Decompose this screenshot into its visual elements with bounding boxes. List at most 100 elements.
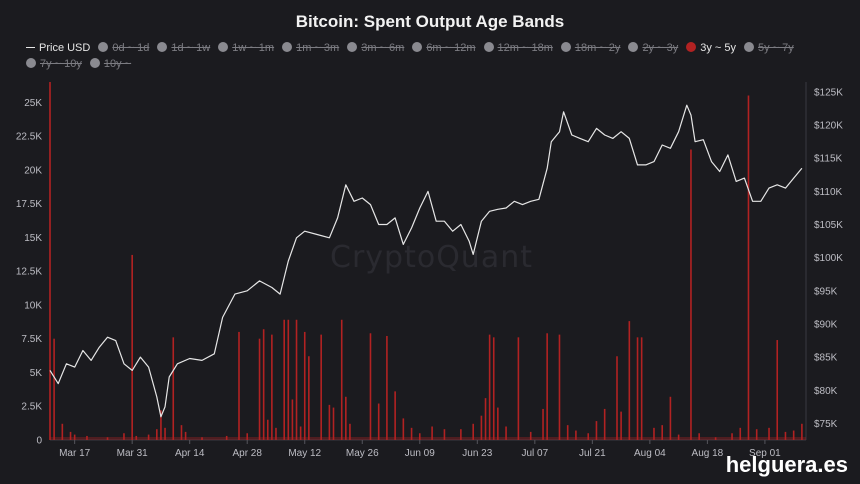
bar-83 — [776, 340, 779, 440]
x-tick-1: Mar 31 — [117, 448, 149, 459]
bar-30 — [299, 426, 302, 440]
bar-series-3y-5y — [49, 82, 806, 441]
bar-12 — [160, 410, 162, 440]
legend-item-3[interactable]: 1w ~ 1m — [218, 40, 274, 56]
bar-16 — [184, 431, 187, 440]
bar-52 — [488, 334, 491, 440]
bar-26 — [283, 319, 285, 440]
legend-item-6[interactable]: 6m ~ 12m — [412, 40, 476, 56]
bar-53 — [492, 337, 495, 440]
legend-item-12[interactable]: 7y ~ 10y — [26, 56, 82, 72]
bar-73 — [669, 396, 672, 440]
x-tick-4: May 12 — [288, 448, 321, 459]
legend-item-7[interactable]: 12m ~ 18m — [483, 40, 553, 56]
bar-2 — [61, 423, 64, 440]
bar-0 — [49, 82, 51, 440]
bar-81 — [755, 429, 758, 440]
bar-6 — [106, 437, 109, 440]
y-right-tick-2: $85K — [814, 353, 838, 364]
legend-swatch — [560, 42, 571, 52]
legend-item-0[interactable]: Price USD — [26, 40, 90, 56]
bar-68 — [628, 321, 631, 440]
bar-23 — [266, 419, 269, 440]
bar-34 — [328, 404, 331, 440]
bar-60 — [558, 334, 561, 440]
legend-label: 7y ~ 10y — [40, 58, 82, 70]
bar-8 — [131, 254, 133, 440]
legend-item-10[interactable]: 3y ~ 5y — [686, 40, 736, 56]
legend-label: Price USD — [39, 42, 91, 54]
legend-item-5[interactable]: 3m ~ 6m — [347, 40, 404, 56]
legend-label: 5y ~ 7y — [758, 42, 794, 54]
legend-swatch — [628, 42, 639, 52]
bar-11 — [156, 429, 158, 440]
y-left-tick-5: 12.5K — [16, 267, 42, 278]
bar-85 — [792, 430, 795, 440]
bar-25 — [275, 427, 277, 440]
legend-item-13[interactable]: 10y ~ — [89, 56, 131, 72]
x-tick-5: May 26 — [346, 448, 379, 459]
bar-19 — [238, 331, 240, 440]
bar-14 — [172, 337, 175, 440]
bar-38 — [349, 423, 351, 440]
watermark: CryptoQuant — [330, 240, 533, 275]
bar-56 — [517, 337, 520, 440]
legend-item-11[interactable]: 5y ~ 7y — [744, 40, 794, 56]
bar-46 — [431, 426, 433, 440]
legend-swatch — [744, 42, 754, 52]
bar-57 — [529, 431, 532, 440]
x-tick-8: Jul 07 — [521, 448, 548, 459]
legend-item-9[interactable]: 2y ~ 3y — [628, 40, 678, 56]
y-right-tick-9: $120K — [814, 121, 843, 132]
bar-40 — [377, 403, 380, 440]
bar-41 — [386, 335, 388, 440]
legend-swatch — [483, 42, 494, 52]
bar-43 — [402, 418, 405, 440]
bar-66 — [616, 356, 618, 440]
y-right-tick-0: $75K — [814, 419, 838, 430]
bar-20 — [246, 433, 249, 440]
legend-label: 1m ~ 3m — [296, 42, 340, 54]
legend-swatch — [686, 42, 697, 52]
legend-item-1[interactable]: 0d ~ 1d — [98, 40, 149, 56]
bar-3 — [69, 431, 72, 440]
x-tick-0: Mar 17 — [59, 448, 91, 459]
bar-32 — [308, 356, 310, 440]
axes: 0 2.5K 5K 7.5K 10K 12.5K 15K 17.5K 20K 22.5K 25K $7… — [16, 82, 843, 459]
bar-18 — [225, 435, 228, 440]
y-left-tick-7: 17.5K — [16, 199, 42, 210]
y-left-tick-8: 20K — [24, 165, 42, 176]
y-right-tick-3: $90K — [814, 319, 838, 330]
legend-item-8[interactable]: 18m ~ 2y — [560, 40, 620, 56]
legend-item-2[interactable]: 1d ~ 1w — [157, 40, 210, 56]
bar-15 — [180, 425, 183, 440]
y-left-tick-9: 22.5K — [16, 132, 42, 143]
bar-61 — [566, 425, 569, 440]
x-tick-9: Jul 21 — [579, 448, 606, 459]
bar-36 — [340, 319, 343, 440]
bar-75 — [690, 149, 692, 440]
legend-item-4[interactable]: 1m ~ 3m — [282, 40, 339, 56]
bar-28 — [291, 399, 294, 440]
bar-76 — [698, 433, 700, 440]
legend-label: 3m ~ 6m — [361, 42, 405, 54]
bar-50 — [480, 415, 483, 440]
bar-77 — [714, 437, 717, 440]
bar-58 — [542, 408, 544, 440]
y-right-tick-7: $110K — [814, 187, 843, 198]
bar-1 — [53, 338, 55, 440]
bar-74 — [677, 434, 680, 440]
legend-label: 6m ~ 12m — [426, 42, 476, 54]
bar-21 — [258, 338, 261, 440]
bar-7 — [123, 433, 125, 440]
bar-42 — [394, 391, 396, 440]
bar-65 — [603, 408, 606, 440]
legend-label: 1w ~ 1m — [232, 42, 275, 54]
bar-64 — [595, 421, 598, 440]
bar-49 — [472, 423, 474, 440]
legend-label: 1d ~ 1w — [171, 42, 211, 54]
legend-label: 2y ~ 3y — [642, 42, 679, 54]
bar-17 — [201, 437, 203, 440]
legend-swatch — [89, 58, 100, 68]
